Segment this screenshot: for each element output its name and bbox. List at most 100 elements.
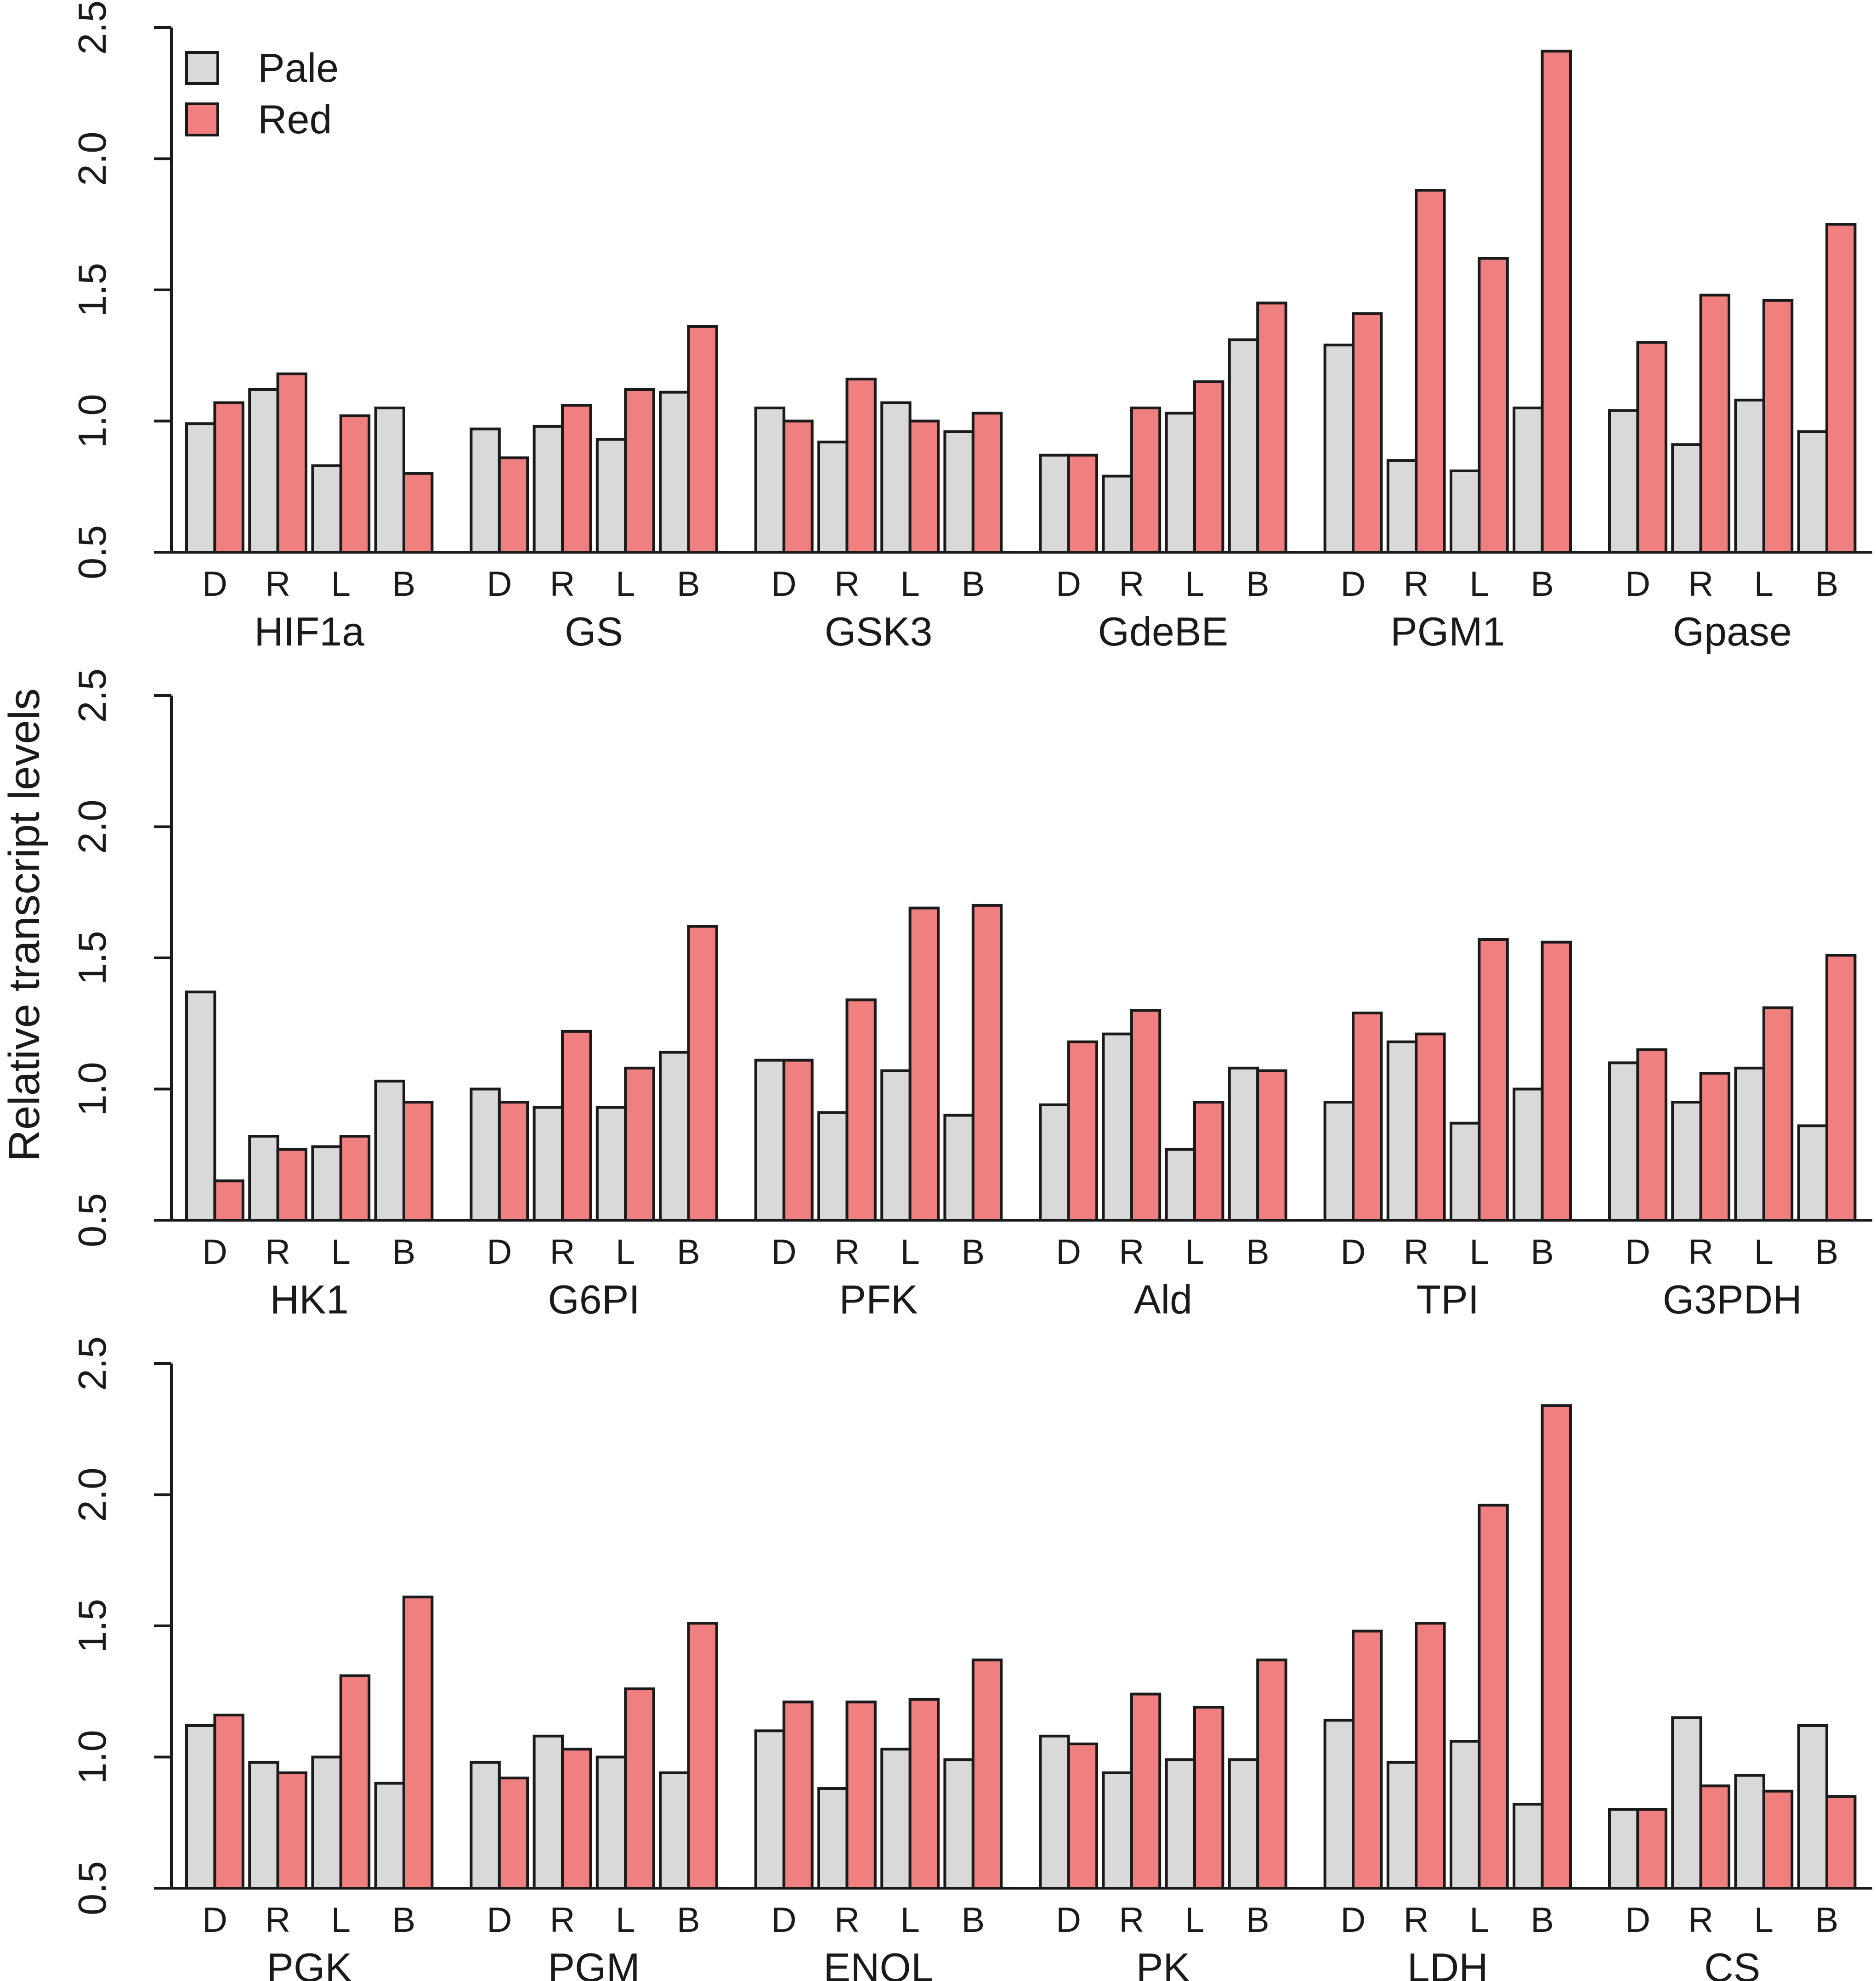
tissue-tick-label: B [392, 1901, 416, 1940]
tissue-tick-label: D [1056, 565, 1081, 604]
bar-red-ENOL-R [845, 1700, 877, 1890]
bar-pale-PGM-R [533, 1734, 564, 1890]
tissue-tick-label: R [1404, 565, 1429, 604]
bar-red-HK1-L [339, 1135, 371, 1222]
tissue-tick-label: B [1246, 565, 1270, 604]
bar-pale-Ald-L [1165, 1148, 1196, 1222]
gene-label-CS: CS [1704, 1945, 1760, 1981]
bar-pale-GS-B [659, 391, 690, 554]
bar-red-G3PDH-L [1762, 1006, 1794, 1222]
tissue-tick-label: R [1119, 1233, 1144, 1272]
bar-pale-Ald-B [1228, 1066, 1259, 1222]
legend-entry-pale: Pale [185, 45, 339, 91]
gene-label-TPI: TPI [1416, 1277, 1479, 1322]
bar-pale-HK1-R [248, 1135, 279, 1222]
tissue-tick-label: L [616, 1901, 635, 1940]
bar-red-PFK-R [845, 998, 877, 1222]
tissue-tick-label: L [331, 1901, 351, 1940]
bar-red-PGM-B [687, 1622, 718, 1890]
bar-red-Gpase-B [1825, 223, 1857, 554]
tissue-tick-label: D [1625, 1233, 1650, 1272]
bar-pale-PFK-D [754, 1058, 786, 1222]
tissue-tick-label: L [1469, 1901, 1489, 1940]
bar-red-HIF1a-L [339, 414, 371, 554]
tissue-tick-label: R [265, 1233, 290, 1272]
y-tick-label: 2.5 [71, 1336, 114, 1391]
legend-label-pale: Pale [258, 45, 339, 91]
tissue-tick-label: L [1754, 1233, 1774, 1272]
bar-pale-HIF1a-D [185, 422, 216, 554]
tissue-tick-label: D [1056, 1233, 1081, 1272]
bar-red-ENOL-D [782, 1700, 814, 1890]
y-tick-label: 0.5 [71, 1861, 114, 1915]
bar-red-PK-B [1256, 1658, 1287, 1890]
bar-red-PGM1-D [1352, 312, 1383, 554]
bar-pale-PK-R [1102, 1771, 1133, 1890]
bar-red-PFK-L [908, 906, 940, 1222]
tissue-tick-label: L [900, 565, 919, 604]
tissue-tick-label: R [1119, 1901, 1144, 1940]
bar-red-GS-R [561, 404, 592, 554]
gene-group-CS: D R L B CS [1608, 1716, 1857, 1981]
tissue-tick-label: L [1185, 565, 1204, 604]
bar-pale-GdeBE-R [1102, 475, 1133, 554]
bar-red-Ald-L [1193, 1101, 1224, 1222]
bar-pale-PGK-B [374, 1782, 405, 1890]
tissue-tick-label: L [1469, 1233, 1489, 1272]
bar-red-GdeBE-D [1067, 453, 1099, 554]
tissue-tick-label: R [1119, 565, 1144, 604]
tissue-tick-label: D [202, 1901, 227, 1940]
bar-red-G6PI-R [561, 1030, 592, 1222]
bar-pale-GSK3-L [880, 401, 912, 554]
gene-group-PFK: D R L B PFK [754, 904, 1003, 1322]
y-tick-label: 2.0 [71, 131, 114, 186]
tissue-tick-label: R [1688, 565, 1713, 604]
bar-pale-HIF1a-B [374, 406, 405, 554]
bar-red-HIF1a-B [402, 472, 434, 554]
tissue-tick-label: D [771, 1233, 797, 1272]
bar-pale-PFK-R [817, 1111, 849, 1222]
bar-pale-PGK-L [311, 1755, 342, 1890]
bar-red-GdeBE-B [1256, 301, 1287, 554]
gene-label-Ald: Ald [1134, 1277, 1192, 1322]
bar-pale-GS-L [595, 438, 627, 554]
bar-red-Ald-R [1130, 1009, 1162, 1222]
bar-red-G3PDH-B [1825, 954, 1857, 1222]
tissue-tick-label: R [265, 1901, 290, 1940]
gene-label-PK: PK [1136, 1945, 1190, 1981]
bar-pale-G6PI-R [533, 1106, 564, 1222]
gene-label-PGM: PGM [548, 1945, 640, 1981]
bar-pale-HIF1a-R [248, 388, 279, 554]
bar-pale-LDH-R [1386, 1760, 1418, 1890]
gene-label-GS: GS [565, 609, 623, 654]
gene-label-G3PDH: G3PDH [1663, 1277, 1802, 1322]
bar-red-CS-D [1636, 1808, 1667, 1890]
tissue-tick-label: L [900, 1901, 919, 1940]
tissue-tick-label: R [834, 565, 860, 604]
legend-swatch-pale [185, 51, 219, 85]
gene-group-HK1: D R L B HK1 [185, 990, 434, 1322]
bar-red-Gpase-R [1699, 294, 1731, 554]
bar-pale-Gpase-L [1734, 398, 1765, 554]
gene-label-ENOL: ENOL [823, 1945, 934, 1981]
tissue-tick-label: D [1341, 1233, 1366, 1272]
tissue-tick-label: B [1815, 1901, 1839, 1940]
bar-red-CS-L [1762, 1789, 1794, 1890]
bar-red-Ald-D [1067, 1040, 1099, 1222]
bar-red-PGK-D [213, 1714, 244, 1890]
tissue-tick-label: D [487, 565, 512, 604]
bar-red-LDH-D [1352, 1630, 1383, 1890]
gene-group-PGM: D R L B PGM [470, 1622, 718, 1981]
bar-red-GSK3-R [845, 378, 877, 554]
gene-group-Ald: D R L B Ald [1039, 1009, 1287, 1322]
bar-red-GSK3-D [782, 419, 814, 554]
bar-pale-GS-R [533, 424, 564, 554]
bar-pale-ENOL-L [880, 1748, 912, 1890]
gene-group-Gpase: D R L B Gpase [1608, 223, 1857, 654]
y-tick-label: 1.5 [71, 263, 114, 317]
bar-red-GdeBE-R [1130, 406, 1162, 554]
gene-label-Gpase: Gpase [1673, 609, 1792, 654]
bar-pale-G6PI-B [659, 1051, 690, 1222]
